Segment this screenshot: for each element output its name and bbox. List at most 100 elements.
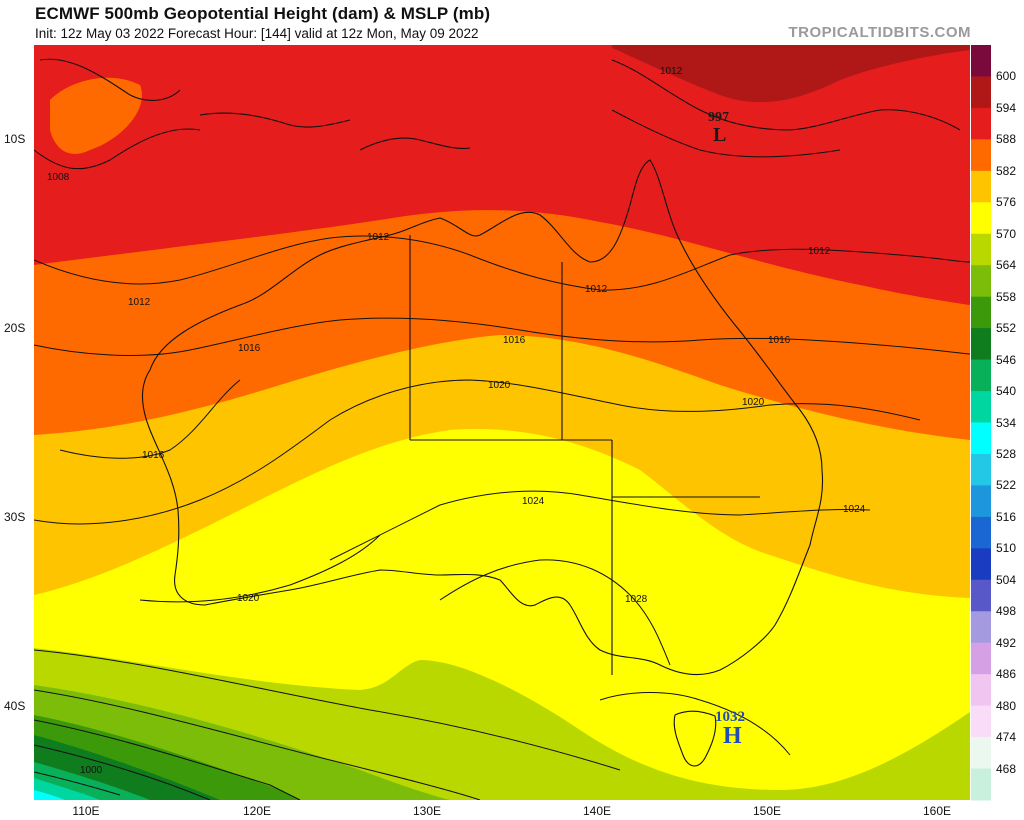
isobar-1016 — [34, 317, 970, 356]
colorbar-swatch — [971, 422, 991, 455]
isobar-label: 1016 — [238, 343, 261, 354]
isobar-label: 1012 — [367, 232, 390, 243]
colorbar-label: 504 — [996, 572, 1017, 587]
isobar-label: 1012 — [585, 284, 608, 295]
colorbar-swatch — [971, 674, 991, 707]
colorbar-swatch — [971, 548, 991, 581]
colorbar-swatch — [971, 516, 991, 549]
isobar-label: 1012 — [660, 66, 683, 77]
isobar-south-2 — [34, 689, 481, 800]
colorbar-swatch — [971, 391, 991, 423]
indonesia-coast-2 — [199, 112, 351, 128]
colorbar-swatch — [971, 737, 991, 770]
colorbar-swatch — [971, 296, 991, 329]
colorbar-label: 582 — [996, 163, 1017, 178]
isobar-south-1 — [34, 649, 621, 771]
isobar-1020 — [34, 379, 921, 525]
colorbar-label: 534 — [996, 415, 1017, 430]
isobar-label: 1020 — [237, 593, 260, 604]
isobar-label: 1012 — [128, 297, 151, 308]
tasmania-coastline — [673, 710, 717, 767]
colorbar-swatch — [971, 202, 991, 235]
isobar-1020-south — [139, 534, 381, 603]
band-534 — [34, 778, 100, 800]
isobar-1028 — [439, 559, 671, 666]
lat-label-10s: 10S — [4, 132, 26, 146]
isobar-label: 1016 — [503, 335, 526, 346]
colorbar-swatch — [971, 45, 991, 77]
colorbar-swatch — [971, 328, 991, 361]
colorbar-swatch — [971, 76, 991, 109]
isobar-label: 1012 — [808, 246, 831, 257]
isobar-label: 1024 — [522, 496, 545, 507]
australia-coastline — [142, 159, 824, 676]
colorbar-label: 552 — [996, 321, 1017, 336]
lon-label-110e: 110E — [72, 804, 100, 818]
isobar-1000 — [34, 771, 121, 796]
colorbar-swatch — [971, 359, 991, 392]
colorbar-swatch — [971, 139, 991, 172]
indonesia-coast-3 — [359, 137, 471, 151]
colorbar-swatch — [971, 579, 991, 612]
colorbar-label: 594 — [996, 100, 1017, 115]
isobar-1008 — [34, 128, 201, 170]
colorbar-label: 474 — [996, 730, 1017, 745]
colorbar-swatch — [971, 453, 991, 486]
colorbar-label: 570 — [996, 226, 1017, 241]
lon-label-120e: 120E — [242, 804, 272, 818]
isobar-south-4 — [34, 744, 211, 800]
colorbar-swatch — [971, 485, 991, 518]
isobar-1024 — [329, 490, 871, 561]
isobar-label: 1028 — [625, 594, 648, 605]
colorbar-label: 486 — [996, 667, 1017, 682]
isobar-label: 1000 — [80, 765, 103, 776]
lon-label-160e: 160E — [922, 804, 952, 818]
colorbar-swatch — [971, 642, 991, 675]
colorbar-swatch — [971, 705, 991, 738]
colorbar-swatches — [971, 45, 991, 801]
lat-label-40s: 40S — [4, 699, 26, 713]
colorbar-label: 480 — [996, 698, 1017, 713]
colorbar-label: 540 — [996, 384, 1017, 399]
isobar-1012-a — [34, 235, 970, 291]
colorbar-swatch — [971, 170, 991, 203]
isobar-label: 1008 — [47, 172, 70, 183]
isobar-label: 1024 — [843, 504, 866, 515]
low-pressure-letter: L — [713, 124, 727, 146]
lon-label-130e: 130E — [412, 804, 442, 818]
source-label: TROPICALTIDBITS.COM — [788, 24, 971, 41]
colorbar-swatch — [971, 233, 991, 266]
band-582-patch-west — [50, 77, 142, 154]
colorbar-swatch — [971, 768, 991, 801]
band-594-patch — [612, 45, 970, 103]
colorbar-label: 600 — [996, 69, 1017, 84]
high-pressure-letter: H — [723, 723, 742, 749]
colorbar-label: 564 — [996, 258, 1017, 273]
colorbar-label: 510 — [996, 541, 1017, 556]
colorbar-swatch — [971, 107, 991, 140]
colorbar-label: 588 — [996, 132, 1017, 147]
colorbar-label: 498 — [996, 604, 1017, 619]
colorbar-label: 516 — [996, 509, 1017, 524]
colorbar-label: 522 — [996, 478, 1017, 493]
map-title: ECMWF 500mb Geopotential Height (dam) & … — [35, 4, 491, 23]
isobar-label: 1020 — [488, 380, 511, 391]
isobar-label: 1016 — [768, 335, 791, 346]
isobar-1012-b — [611, 109, 841, 158]
isobar-label: 1016 — [142, 450, 165, 461]
high-pressure-value: 1032 — [715, 709, 745, 725]
isobars — [34, 109, 970, 800]
colorbar-label: 528 — [996, 446, 1017, 461]
colorbar-swatch — [971, 265, 991, 298]
isobar-1032 — [599, 692, 791, 756]
map-subtitle: Init: 12z May 03 2022 Forecast Hour: [14… — [35, 26, 479, 41]
new-guinea-coastline — [611, 59, 961, 131]
isobar-1016-west — [59, 379, 241, 459]
lon-label-140e: 140E — [582, 804, 612, 818]
isobar-south-3 — [34, 719, 301, 800]
colorbar-label: 468 — [996, 761, 1017, 776]
colorbar-label: 546 — [996, 352, 1017, 367]
isobar-label: 1020 — [742, 397, 765, 408]
colorbar-label: 492 — [996, 635, 1017, 650]
colorbar-swatch — [971, 611, 991, 644]
